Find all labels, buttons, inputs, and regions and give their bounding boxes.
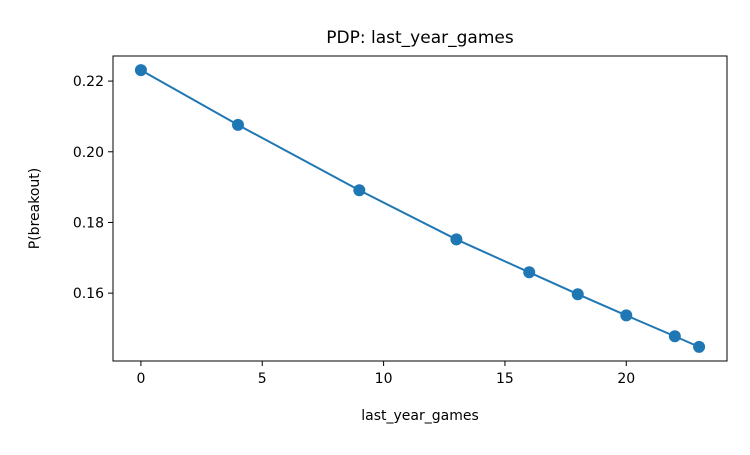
- data-point: [523, 266, 536, 279]
- chart-title: PDP: last_year_games: [326, 28, 514, 48]
- data-point: [353, 184, 366, 197]
- x-tick-label: 20: [617, 371, 635, 387]
- x-tick-label: 15: [496, 371, 514, 387]
- x-tick-label: 5: [258, 371, 267, 387]
- plot-frame: [112, 55, 728, 362]
- x-tick-label: 0: [136, 371, 145, 387]
- data-point: [450, 233, 463, 246]
- data-point: [668, 330, 681, 343]
- y-axis-label: P(breakout): [27, 168, 43, 249]
- x-axis-ticks: 0 5 10 15 20: [136, 361, 635, 387]
- data-point: [231, 118, 244, 131]
- data-point: [693, 340, 706, 353]
- y-tick-label: 0.16: [73, 286, 104, 302]
- y-tick-label: 0.20: [73, 145, 104, 161]
- x-tick-label: 10: [375, 371, 393, 387]
- data-point: [134, 64, 147, 77]
- data-point: [620, 309, 633, 322]
- y-tick-label: 0.22: [73, 74, 104, 90]
- y-tick-label: 0.18: [73, 215, 104, 231]
- x-axis-label: last_year_games: [361, 408, 479, 424]
- data-point: [571, 288, 584, 301]
- series-line: [140, 69, 700, 348]
- y-axis-ticks: 0.16 0.18 0.20 0.22: [73, 74, 113, 302]
- plot-area: [134, 64, 706, 353]
